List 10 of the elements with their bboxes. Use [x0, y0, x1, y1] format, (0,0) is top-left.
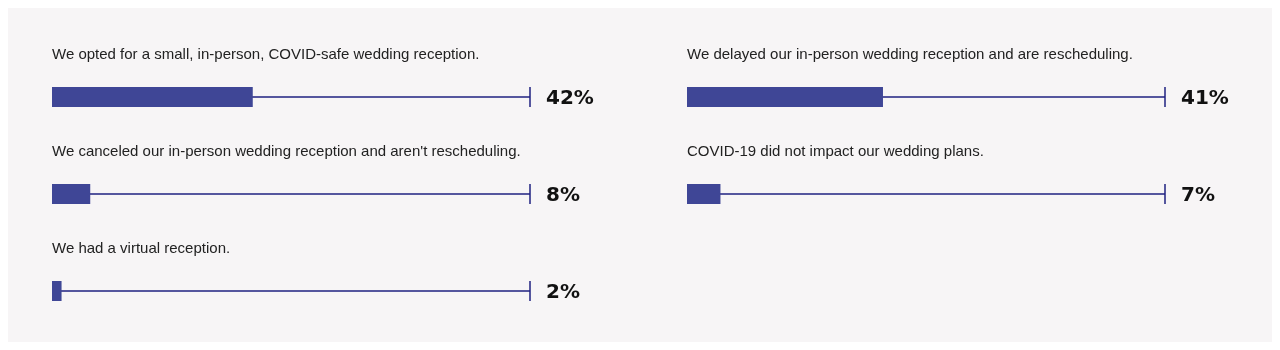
data-label: 7% — [1181, 182, 1215, 206]
data-label: 8% — [546, 182, 580, 206]
category-label: We opted for a small, in-person, COVID-safe wedding reception. — [52, 45, 480, 62]
data-label: 42% — [546, 85, 594, 109]
data-label: 2% — [546, 279, 580, 303]
category-label: We had a virtual reception. — [52, 239, 231, 256]
category-label: We delayed our in-person wedding reception and are rescheduling. — [687, 45, 1133, 62]
category-label: COVID-19 did not impact our wedding plans. — [687, 142, 984, 159]
data-label: 41% — [1181, 85, 1229, 109]
category-label: We canceled our in-person wedding reception and aren't rescheduling. — [52, 142, 521, 159]
